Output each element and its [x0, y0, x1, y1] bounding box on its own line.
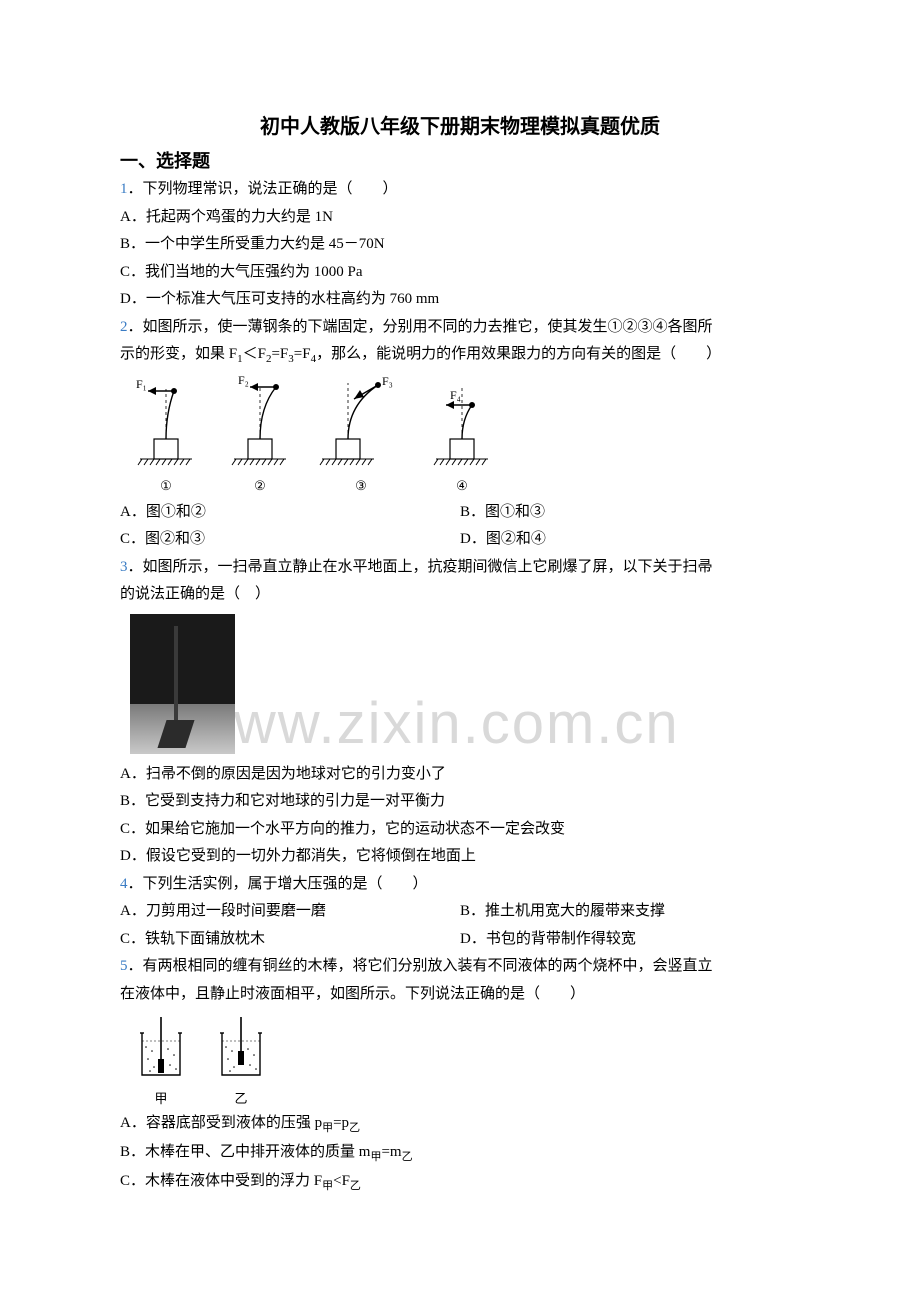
q5-stem-2: 在液体中，且静止时液面相平，如图所示。下列说法正确的是（ ）	[120, 982, 800, 1008]
q5a-mid: =p	[333, 1115, 349, 1131]
q1-text: ．下列物理常识，说法正确的是（ ）	[128, 181, 398, 197]
q2-text-c: ＜F	[243, 346, 266, 362]
q3-text-a: ．如图所示，一扫帚直立静止在水平地面上，抗疫期间微信上它刷爆了屏，以下关于扫帚	[128, 559, 713, 575]
q5b-mid: =m	[381, 1144, 401, 1160]
fig2-force-label: F₂	[238, 375, 249, 387]
q2-stem-2: 示的形变，如果 F1＜F2=F3=F4，那么，能说明力的作用效果跟力的方向有关的…	[120, 342, 800, 369]
q5c-pre: C．木棒在液体中受到的浮力 F	[120, 1173, 322, 1189]
steel-bar-fig-1: F₁	[130, 375, 202, 471]
q5c-mid: <F	[333, 1173, 350, 1189]
q1-opt-a: A．托起两个鸡蛋的力大约是 1N	[120, 205, 800, 231]
fig4-caption: ④	[426, 478, 498, 494]
q2-opt-b: B．图①和③	[460, 500, 800, 526]
q3-number: 3	[120, 559, 128, 575]
beaker-left-svg	[134, 1015, 188, 1081]
q2-text-d: =F	[271, 346, 288, 362]
q2-text-e: =F	[294, 346, 311, 362]
q2-opt-a: A．图①和②	[120, 500, 460, 526]
q5-opt-a: A．容器底部受到液体的压强 p甲=p乙	[120, 1111, 800, 1138]
fig3-caption: ③	[318, 478, 404, 494]
broom-photo	[130, 614, 235, 754]
q2-fig-4: F₄ ④	[426, 375, 498, 494]
q5a-sub1: 甲	[322, 1122, 333, 1134]
q5b-sub1: 甲	[370, 1151, 381, 1163]
q1-opt-b: B．一个中学生所受重力大约是 45－70N	[120, 232, 800, 258]
q5-beakers: 甲 乙	[134, 1015, 800, 1107]
q1-stem: 1．下列物理常识，说法正确的是（ ）	[120, 177, 800, 203]
q5a-pre: A．容器底部受到液体的压强 p	[120, 1115, 322, 1131]
fig1-caption: ①	[130, 478, 202, 494]
q5b-sub2: 乙	[402, 1151, 413, 1163]
q2-fig-1: F₁ ①	[130, 375, 202, 494]
q3-opt-d: D．假设它受到的一切外力都消失，它将倾倒在地面上	[120, 844, 800, 870]
q2-opts-row1: A．图①和② B．图①和③	[120, 500, 800, 528]
q5c-sub2: 乙	[350, 1180, 361, 1192]
steel-bar-fig-3: F₃	[318, 375, 404, 471]
section-heading: 一、选择题	[120, 147, 800, 173]
q2-text-f: ，那么，能说明力的作用效果跟力的方向有关的图是（ ）	[316, 346, 721, 362]
fig3-force-label: F₃	[382, 375, 393, 388]
q4-opt-a: A．刀剪用过一段时间要磨一磨	[120, 899, 460, 925]
q3-opt-a: A．扫帚不倒的原因是因为地球对它的引力变小了	[120, 762, 800, 788]
q2-opt-c: C．图②和③	[120, 527, 460, 553]
q5b-pre: B．木棒在甲、乙中排开液体的质量 m	[120, 1144, 370, 1160]
q4-text: ．下列生活实例，属于增大压强的是（ ）	[128, 876, 428, 892]
q5-text-a: ．有两根相同的缠有铜丝的木棒，将它们分别放入装有不同液体的两个烧杯中，会竖直立	[128, 958, 713, 974]
fig4-force-label: F₄	[450, 388, 461, 402]
beaker-left: 甲	[134, 1015, 188, 1107]
page-title: 初中人教版八年级下册期末物理模拟真题优质	[120, 110, 800, 139]
q2-fig-2: F₂ ②	[224, 375, 296, 494]
beaker-right-svg	[214, 1015, 268, 1081]
q3-opt-b: B．它受到支持力和它对地球的引力是一对平衡力	[120, 789, 800, 815]
beaker-right: 乙	[214, 1015, 268, 1107]
photo-broom-handle	[174, 626, 178, 726]
q5-opt-b: B．木棒在甲、乙中排开液体的质量 m甲=m乙	[120, 1140, 800, 1167]
steel-bar-fig-2: F₂	[224, 375, 296, 471]
q2-text-b: 示的形变，如果 F	[120, 346, 237, 362]
q2-stem-1: 2．如图所示，使一薄钢条的下端固定，分别用不同的力去推它，使其发生①②③④各图所	[120, 315, 800, 341]
beaker-left-label: 甲	[134, 1088, 188, 1107]
q3-stem-2: 的说法正确的是（ ）	[120, 582, 800, 608]
beaker-right-label: 乙	[214, 1088, 268, 1107]
q2-text-a: ．如图所示，使一薄钢条的下端固定，分别用不同的力去推它，使其发生①②③④各图所	[128, 319, 713, 335]
fig2-caption: ②	[224, 478, 296, 494]
q5c-sub1: 甲	[322, 1180, 333, 1192]
q4-opts-row2: C．铁轨下面铺放枕木 D．书包的背带制作得较宽	[120, 927, 800, 955]
q1-number: 1	[120, 181, 128, 197]
q3-opt-c: C．如果给它施加一个水平方向的推力，它的运动状态不一定会改变	[120, 817, 800, 843]
steel-bar-fig-4: F₄	[426, 375, 498, 471]
q4-number: 4	[120, 876, 128, 892]
q4-stem: 4．下列生活实例，属于增大压强的是（ ）	[120, 872, 800, 898]
q5-number: 5	[120, 958, 128, 974]
q3-stem-1: 3．如图所示，一扫帚直立静止在水平地面上，抗疫期间微信上它刷爆了屏，以下关于扫帚	[120, 555, 800, 581]
page-content: 初中人教版八年级下册期末物理模拟真题优质 一、选择题 1．下列物理常识，说法正确…	[120, 110, 800, 1195]
q5a-sub2: 乙	[349, 1122, 360, 1134]
q2-fig-3: F₃ ③	[318, 375, 404, 494]
q4-opt-d: D．书包的背带制作得较宽	[460, 927, 800, 953]
q2-figures: F₁ ① F₂ ②	[130, 375, 800, 494]
q4-opt-b: B．推土机用宽大的履带来支撑	[460, 899, 800, 925]
q2-opts-row2: C．图②和③ D．图②和④	[120, 527, 800, 555]
q4-opts-row1: A．刀剪用过一段时间要磨一磨 B．推土机用宽大的履带来支撑	[120, 899, 800, 927]
q4-opt-c: C．铁轨下面铺放枕木	[120, 927, 460, 953]
q2-opt-d: D．图②和④	[460, 527, 800, 553]
q1-opt-d: D．一个标准大气压可支持的水柱高约为 760 mm	[120, 287, 800, 313]
q1-opt-c: C．我们当地的大气压强约为 1000 Pa	[120, 260, 800, 286]
fig1-force-label: F₁	[136, 377, 147, 391]
q2-number: 2	[120, 319, 128, 335]
q5-stem-1: 5．有两根相同的缠有铜丝的木棒，将它们分别放入装有不同液体的两个烧杯中，会竖直立	[120, 954, 800, 980]
q5-opt-c: C．木棒在液体中受到的浮力 F甲<F乙	[120, 1169, 800, 1196]
